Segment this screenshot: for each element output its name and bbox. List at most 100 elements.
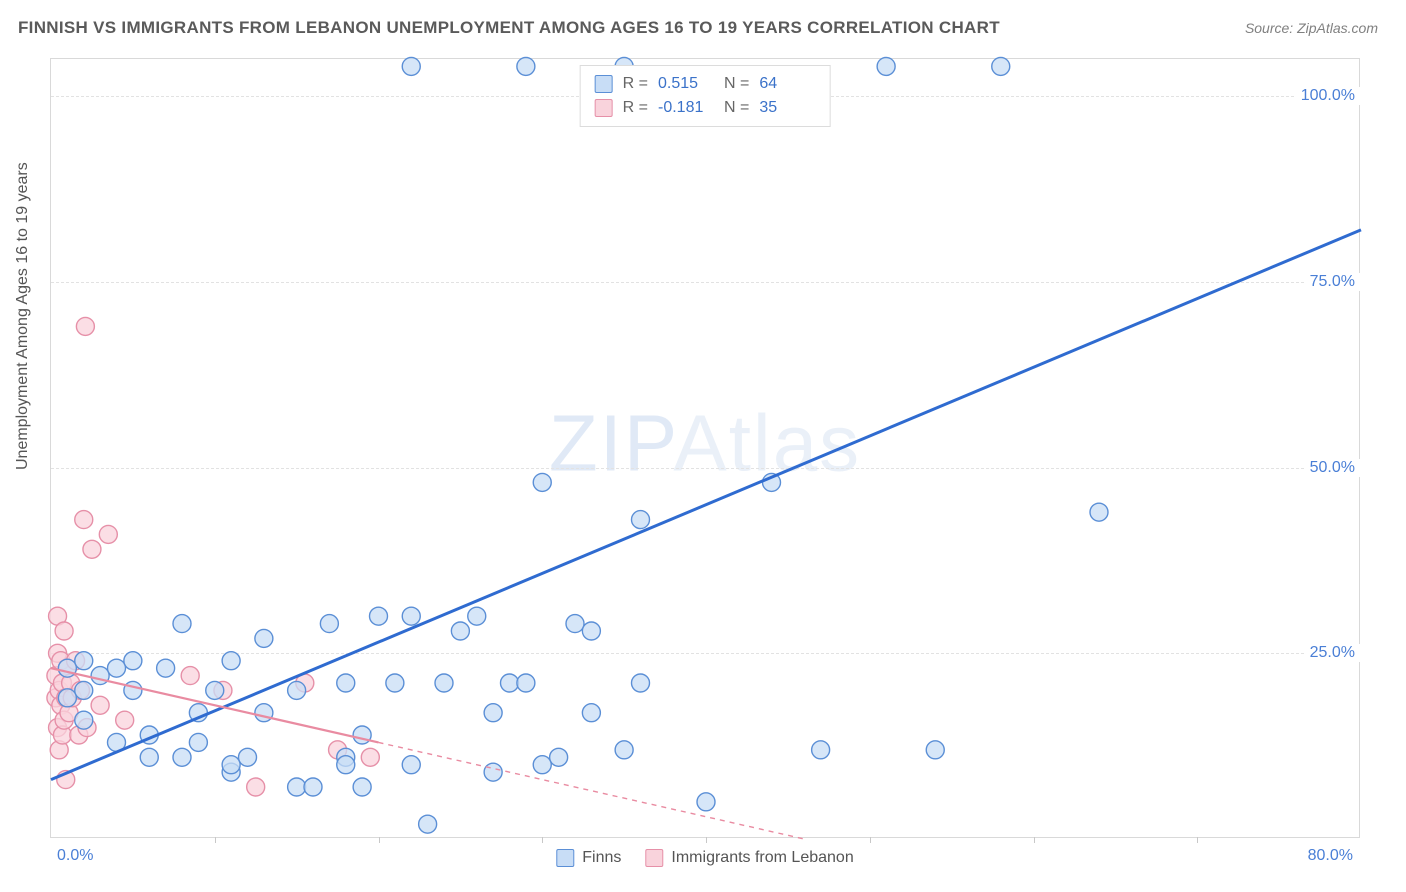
finns-point (370, 607, 388, 625)
finns-point (140, 748, 158, 766)
lebanon-point (116, 711, 134, 729)
x-tick-max: 80.0% (1308, 847, 1353, 865)
finns-point (206, 681, 224, 699)
finns-point (337, 674, 355, 692)
finns-point (75, 711, 93, 729)
finns-point (320, 615, 338, 633)
finns-point (337, 756, 355, 774)
correlation-legend: R = 0.515 N = 64 R = -0.181 N = 35 (580, 65, 831, 127)
source-attribution: Source: ZipAtlas.com (1245, 20, 1378, 36)
finns-point (992, 57, 1010, 75)
finns-point (124, 652, 142, 670)
finns-point (632, 511, 650, 529)
finns-point (1090, 503, 1108, 521)
r-value-lebanon: -0.181 (658, 96, 714, 120)
n-value-finns: 64 (759, 72, 815, 96)
finns-point (353, 726, 371, 744)
finns-point (566, 615, 584, 633)
finns-point (419, 815, 437, 833)
scatter-svg (51, 59, 1359, 837)
y-axis-label: Unemployment Among Ages 16 to 19 years (14, 162, 32, 470)
x-minor-tick (215, 837, 216, 843)
finns-point (550, 748, 568, 766)
finns-point (582, 622, 600, 640)
finns-point (402, 57, 420, 75)
lebanon-regression-extrapolation (379, 742, 805, 839)
x-tick-min: 0.0% (57, 847, 93, 865)
finns-point (402, 756, 420, 774)
lebanon-point (247, 778, 265, 796)
legend-item-finns: Finns (556, 849, 621, 867)
finns-point (255, 629, 273, 647)
n-value-lebanon: 35 (759, 96, 815, 120)
finns-point (501, 674, 519, 692)
finns-point (484, 704, 502, 722)
finns-point (615, 741, 633, 759)
lebanon-point (99, 525, 117, 543)
swatch-lebanon-icon (645, 849, 663, 867)
lebanon-point (91, 696, 109, 714)
finns-point (189, 733, 207, 751)
lebanon-point (83, 540, 101, 558)
finns-point (582, 704, 600, 722)
x-minor-tick (542, 837, 543, 843)
finns-point (75, 681, 93, 699)
lebanon-point (181, 667, 199, 685)
chart-plot-area: ZIPAtlas 25.0%50.0%75.0%100.0% R = 0.515… (50, 58, 1360, 838)
finns-point (353, 778, 371, 796)
finns-point (304, 778, 322, 796)
swatch-finns-icon (556, 849, 574, 867)
finns-point (288, 681, 306, 699)
finns-point (812, 741, 830, 759)
finns-point (517, 674, 535, 692)
x-minor-tick (870, 837, 871, 843)
r-value-finns: 0.515 (658, 72, 714, 96)
finns-point (58, 689, 76, 707)
finns-point (222, 756, 240, 774)
source-name: ZipAtlas.com (1297, 20, 1378, 36)
swatch-lebanon-icon (595, 99, 613, 117)
lebanon-point (361, 748, 379, 766)
finns-point (926, 741, 944, 759)
finns-point (173, 615, 191, 633)
n-label: N = (724, 72, 749, 96)
finns-point (451, 622, 469, 640)
x-minor-tick (1197, 837, 1198, 843)
finns-point (484, 763, 502, 781)
finns-point (124, 681, 142, 699)
finns-point (173, 748, 191, 766)
legend-item-lebanon: Immigrants from Lebanon (645, 849, 853, 867)
n-label: N = (724, 96, 749, 120)
finns-point (255, 704, 273, 722)
finns-point (435, 674, 453, 692)
finns-point (468, 607, 486, 625)
swatch-finns-icon (595, 75, 613, 93)
finns-point (632, 674, 650, 692)
finns-point (91, 667, 109, 685)
finns-point (157, 659, 175, 677)
chart-title: FINNISH VS IMMIGRANTS FROM LEBANON UNEMP… (18, 18, 1000, 38)
finns-point (877, 57, 895, 75)
finns-point (517, 57, 535, 75)
x-minor-tick (706, 837, 707, 843)
legend-label-lebanon: Immigrants from Lebanon (671, 849, 853, 867)
x-minor-tick (379, 837, 380, 843)
finns-point (239, 748, 257, 766)
r-label: R = (623, 72, 648, 96)
finns-point (288, 778, 306, 796)
series-legend: Finns Immigrants from Lebanon (556, 849, 853, 867)
finns-point (222, 652, 240, 670)
lebanon-point (75, 511, 93, 529)
finns-regression-line (51, 230, 1361, 780)
source-prefix: Source: (1245, 20, 1297, 36)
finns-point (58, 659, 76, 677)
finns-point (402, 607, 420, 625)
legend-label-finns: Finns (582, 849, 621, 867)
finns-point (533, 473, 551, 491)
legend-row-lebanon: R = -0.181 N = 35 (595, 96, 816, 120)
finns-point (697, 793, 715, 811)
legend-row-finns: R = 0.515 N = 64 (595, 72, 816, 96)
lebanon-point (76, 317, 94, 335)
finns-point (533, 756, 551, 774)
r-label: R = (623, 96, 648, 120)
